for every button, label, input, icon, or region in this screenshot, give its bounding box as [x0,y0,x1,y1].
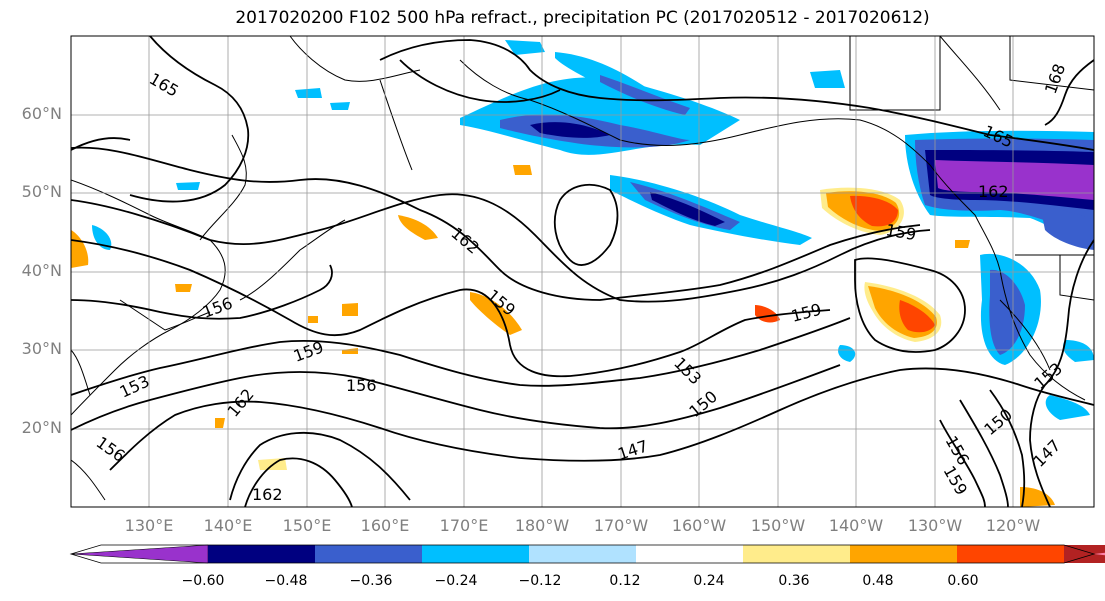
colorbar-segment [743,545,850,563]
positive-precip-shading [71,165,1055,507]
colorbar-segment [529,545,636,563]
colorbar-tick: −0.24 [434,573,478,589]
colorbar-outline [69,544,1096,564]
lon-label: 160°W [671,516,727,535]
colorbar-tick: −0.48 [264,573,308,589]
colorbar-extend-max [1094,552,1105,556]
negative-precip-shading [92,40,1094,420]
colorbar-tick: 0.60 [947,573,979,589]
colorbar-tick: 0.36 [778,573,810,589]
lon-label: 170°W [593,516,649,535]
contour-label: 162 [252,485,283,504]
colorbar-segment [315,545,422,563]
contour-label: 156 [346,376,377,395]
lon-label: 180°W [514,516,570,535]
lon-label: 130°E [124,516,174,535]
colorbar-tick: 0.24 [693,573,725,589]
contour-label: 162 [978,182,1009,201]
colorbar-tick: 0.12 [609,573,641,589]
colorbar [69,544,1105,564]
lat-label: 30°N [21,339,62,358]
map-title: 2017020200 F102 500 hPa refract., precip… [235,8,930,28]
colorbar-tick: −0.60 [181,573,225,589]
colorbar-tick: −0.12 [518,573,562,589]
map-plot-area [71,36,1094,507]
lon-label: 150°W [750,516,806,535]
colorbar-segment [850,545,957,563]
map-frame [70,35,1095,508]
colorbar-segment [957,545,1064,563]
lon-label: 160°E [360,516,410,535]
lat-label: 60°N [21,104,62,123]
lon-label: 130°W [907,516,963,535]
coastlines [71,36,1094,501]
colorbar-segment [636,545,743,563]
lat-label: 20°N [21,418,62,437]
colorbar-segment [422,545,529,563]
colorbar-tick: −0.36 [349,573,393,589]
lon-label: 140°W [828,516,884,535]
refractivity-contours [71,36,1094,507]
lat-label: 50°N [21,182,62,201]
colorbar-tick: 0.48 [862,573,894,589]
lon-label: 120°W [985,516,1041,535]
colorbar-segment [208,545,315,563]
lon-label: 150°E [282,516,332,535]
colorbar-segment [1064,545,1105,563]
lat-label: 40°N [21,261,62,280]
lon-label: 170°E [439,516,489,535]
lon-label: 140°E [203,516,253,535]
